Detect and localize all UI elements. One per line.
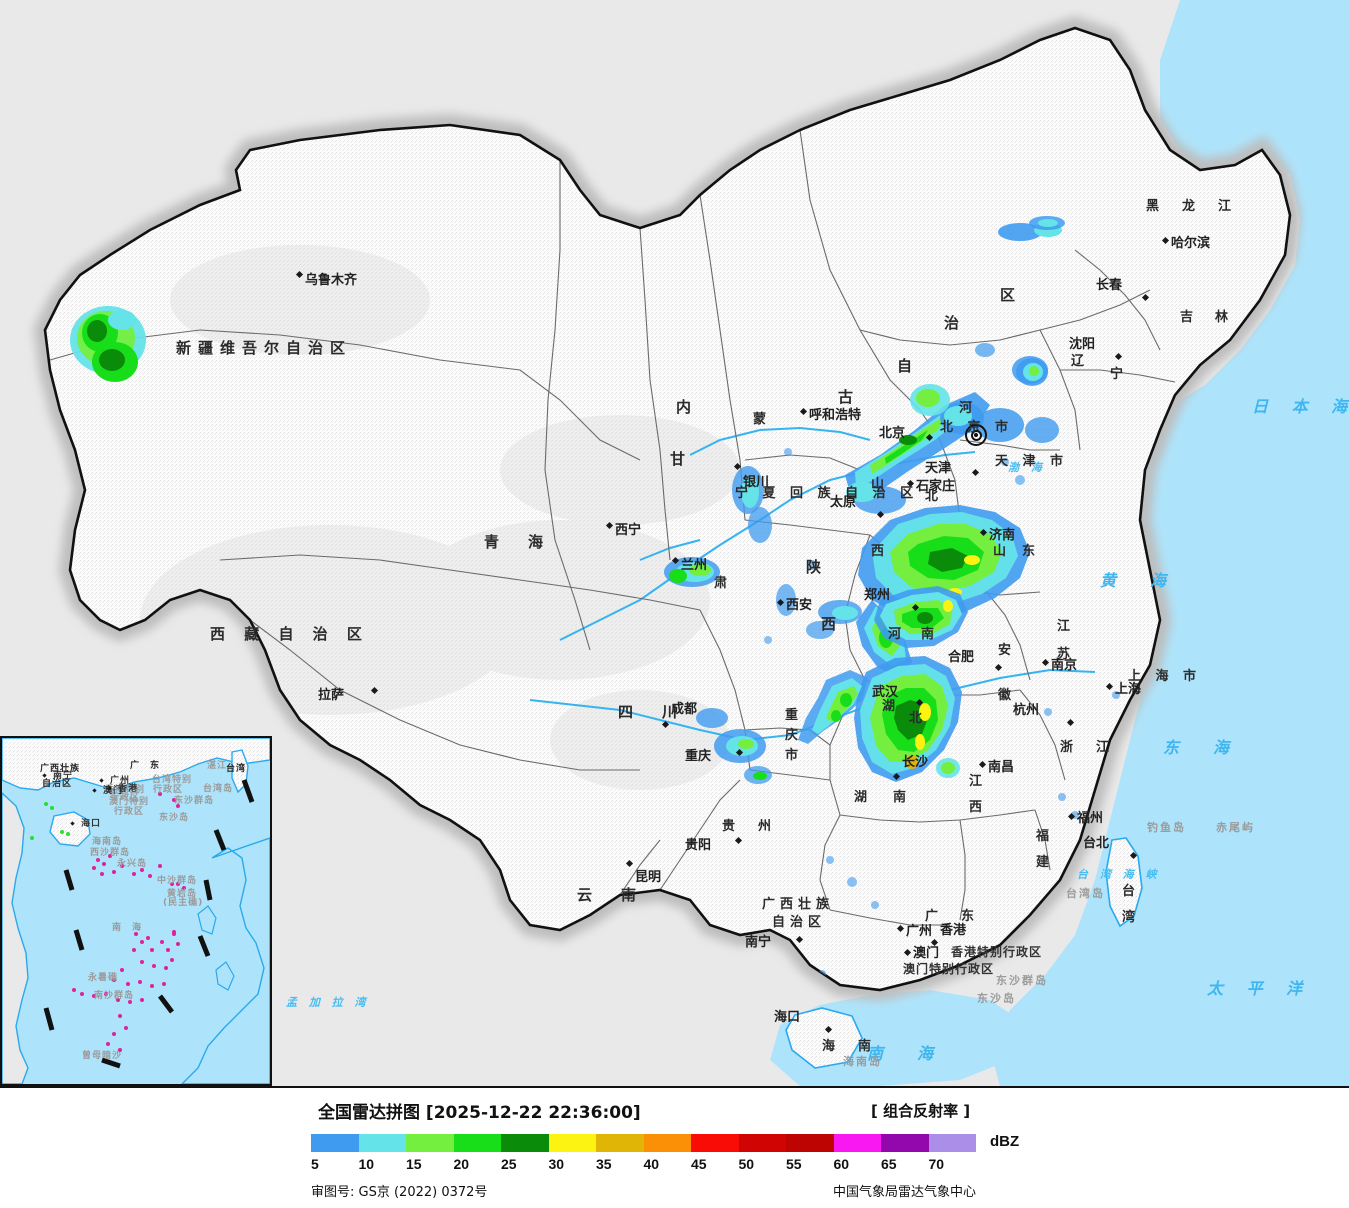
colorbar-tick-35: 35 xyxy=(596,1156,612,1172)
colorbar-tick-5: 5 xyxy=(311,1156,319,1172)
legend-title: 全国雷达拼图 [2025-12-22 22:36:00] xyxy=(318,1103,641,1123)
south-china-sea-inset-map[interactable]: 广西壮族 自治区广 东台湾 湛江 台湾特别 行政区 台湾岛 香港特别 行政区 澳门特别 行政区 东沙… xyxy=(0,736,272,1086)
colorbar-swatch-60[interactable] xyxy=(833,1134,881,1152)
colorbar-tick-10: 10 xyxy=(358,1156,375,1172)
colorbar-swatch-10[interactable] xyxy=(358,1134,406,1152)
colorbar-swatch-40[interactable] xyxy=(643,1134,691,1152)
colorbar-tick-65: 65 xyxy=(881,1156,897,1172)
colorbar-swatch-50[interactable] xyxy=(738,1134,786,1152)
dbz-colorbar[interactable] xyxy=(311,1134,976,1152)
colorbar-tick-30: 30 xyxy=(548,1156,565,1172)
provincial-boundaries xyxy=(49,129,1176,926)
colorbar-swatch-5[interactable] xyxy=(311,1134,359,1152)
colorbar-tick-70: 70 xyxy=(928,1156,945,1172)
publisher-name: 中国气象局雷达气象中心 xyxy=(833,1185,977,1200)
colorbar-swatch-15[interactable] xyxy=(406,1134,454,1152)
china-radar-map[interactable]: 新疆维吾尔自治区西 藏 自 治 区青 海内蒙古自治区甘肃宁 夏 回 族 自 治 … xyxy=(0,0,1349,1086)
legend-product-type: [ 组合反射率 ] xyxy=(871,1102,971,1120)
colorbar-swatch-55[interactable] xyxy=(786,1134,834,1152)
national-border xyxy=(43,26,1292,992)
colorbar-swatch-20[interactable] xyxy=(453,1134,501,1152)
radar-echo-layer xyxy=(70,216,1120,990)
colorbar-swatch-45[interactable] xyxy=(691,1134,739,1152)
colorbar-swatch-65[interactable] xyxy=(881,1134,929,1152)
reef-markers xyxy=(72,792,186,1052)
colorbar-tick-25: 25 xyxy=(501,1156,517,1172)
colorbar-swatch-25[interactable] xyxy=(501,1134,549,1152)
echo-hubei-hunan xyxy=(798,586,968,782)
colorbar-swatch-30[interactable] xyxy=(548,1134,596,1152)
colorbar-tick-20: 20 xyxy=(453,1156,470,1172)
colorbar-unit-label: dBZ xyxy=(990,1133,1020,1150)
echo-lanzhou xyxy=(664,466,796,616)
inset-vector-layer xyxy=(2,738,270,1084)
colorbar-swatch-35[interactable] xyxy=(596,1134,644,1152)
echo-north-china xyxy=(845,384,1059,514)
colorbar-tick-15: 15 xyxy=(406,1156,422,1172)
map-approval-number: 审图号: GS京 (2022) 0372号 xyxy=(311,1185,488,1200)
colorbar-tick-55: 55 xyxy=(786,1156,802,1172)
echo-sichuan-chongqing xyxy=(696,708,772,784)
nine-dash-line xyxy=(43,779,255,1069)
colorbar-tick-60: 60 xyxy=(833,1156,850,1172)
colorbar-swatch-70[interactable] xyxy=(928,1134,976,1152)
colorbar-tick-40: 40 xyxy=(643,1156,660,1172)
colorbar-tick-50: 50 xyxy=(738,1156,755,1172)
echo-liaoning xyxy=(1016,216,1065,386)
legend-panel: 全国雷达拼图 [2025-12-22 22:36:00] [ 组合反射率 ] d… xyxy=(0,1086,1349,1208)
echo-xinjiang xyxy=(70,306,146,382)
map-vector-layer xyxy=(33,0,1349,1086)
colorbar-tick-45: 45 xyxy=(691,1156,707,1172)
radar-station-icon xyxy=(965,424,987,446)
